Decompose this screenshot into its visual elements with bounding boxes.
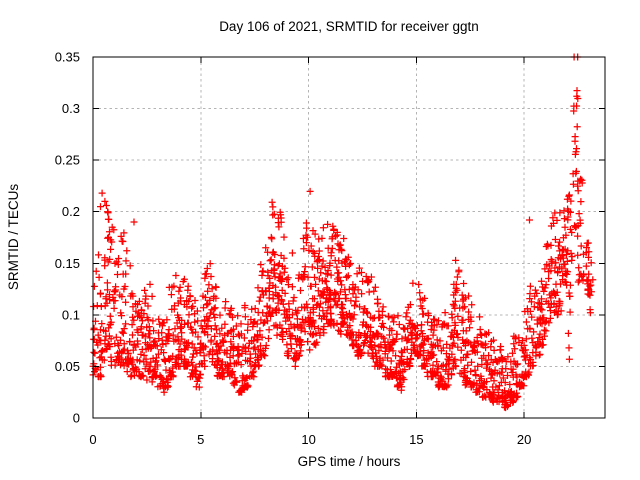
y-tick-label: 0 bbox=[73, 411, 80, 426]
x-tick-label: 0 bbox=[89, 432, 96, 447]
y-tick-label: 0.25 bbox=[55, 153, 80, 168]
plot-border bbox=[92, 56, 606, 419]
tick-labels-layer: 0 5 10 15 20 0 0.05 0.1 0.15 0.2 0.25 0.3 0.35 bbox=[55, 50, 532, 448]
y-axis-title: SRMTID / TECUs bbox=[6, 184, 21, 291]
x-tick-label: 15 bbox=[409, 432, 423, 447]
y-tick-label: 0.3 bbox=[62, 101, 80, 116]
y-tick-label: 0.2 bbox=[62, 204, 80, 219]
scatter-points-layer bbox=[89, 53, 597, 412]
y-tick-label: 0.1 bbox=[62, 307, 80, 322]
x-axis-title: GPS time / hours bbox=[298, 454, 401, 469]
axes-layer bbox=[92, 56, 606, 419]
x-tick-label: 5 bbox=[197, 432, 204, 447]
chart-title: Day 106 of 2021, SRMTID for receiver ggt… bbox=[219, 19, 479, 34]
scatter-points bbox=[89, 53, 597, 412]
y-tick-label: 0.35 bbox=[55, 50, 80, 65]
y-tick-label: 0.15 bbox=[55, 256, 80, 271]
x-tick-label: 10 bbox=[301, 432, 315, 447]
y-tick-label: 0.05 bbox=[55, 359, 80, 374]
x-tick-label: 20 bbox=[517, 432, 531, 447]
